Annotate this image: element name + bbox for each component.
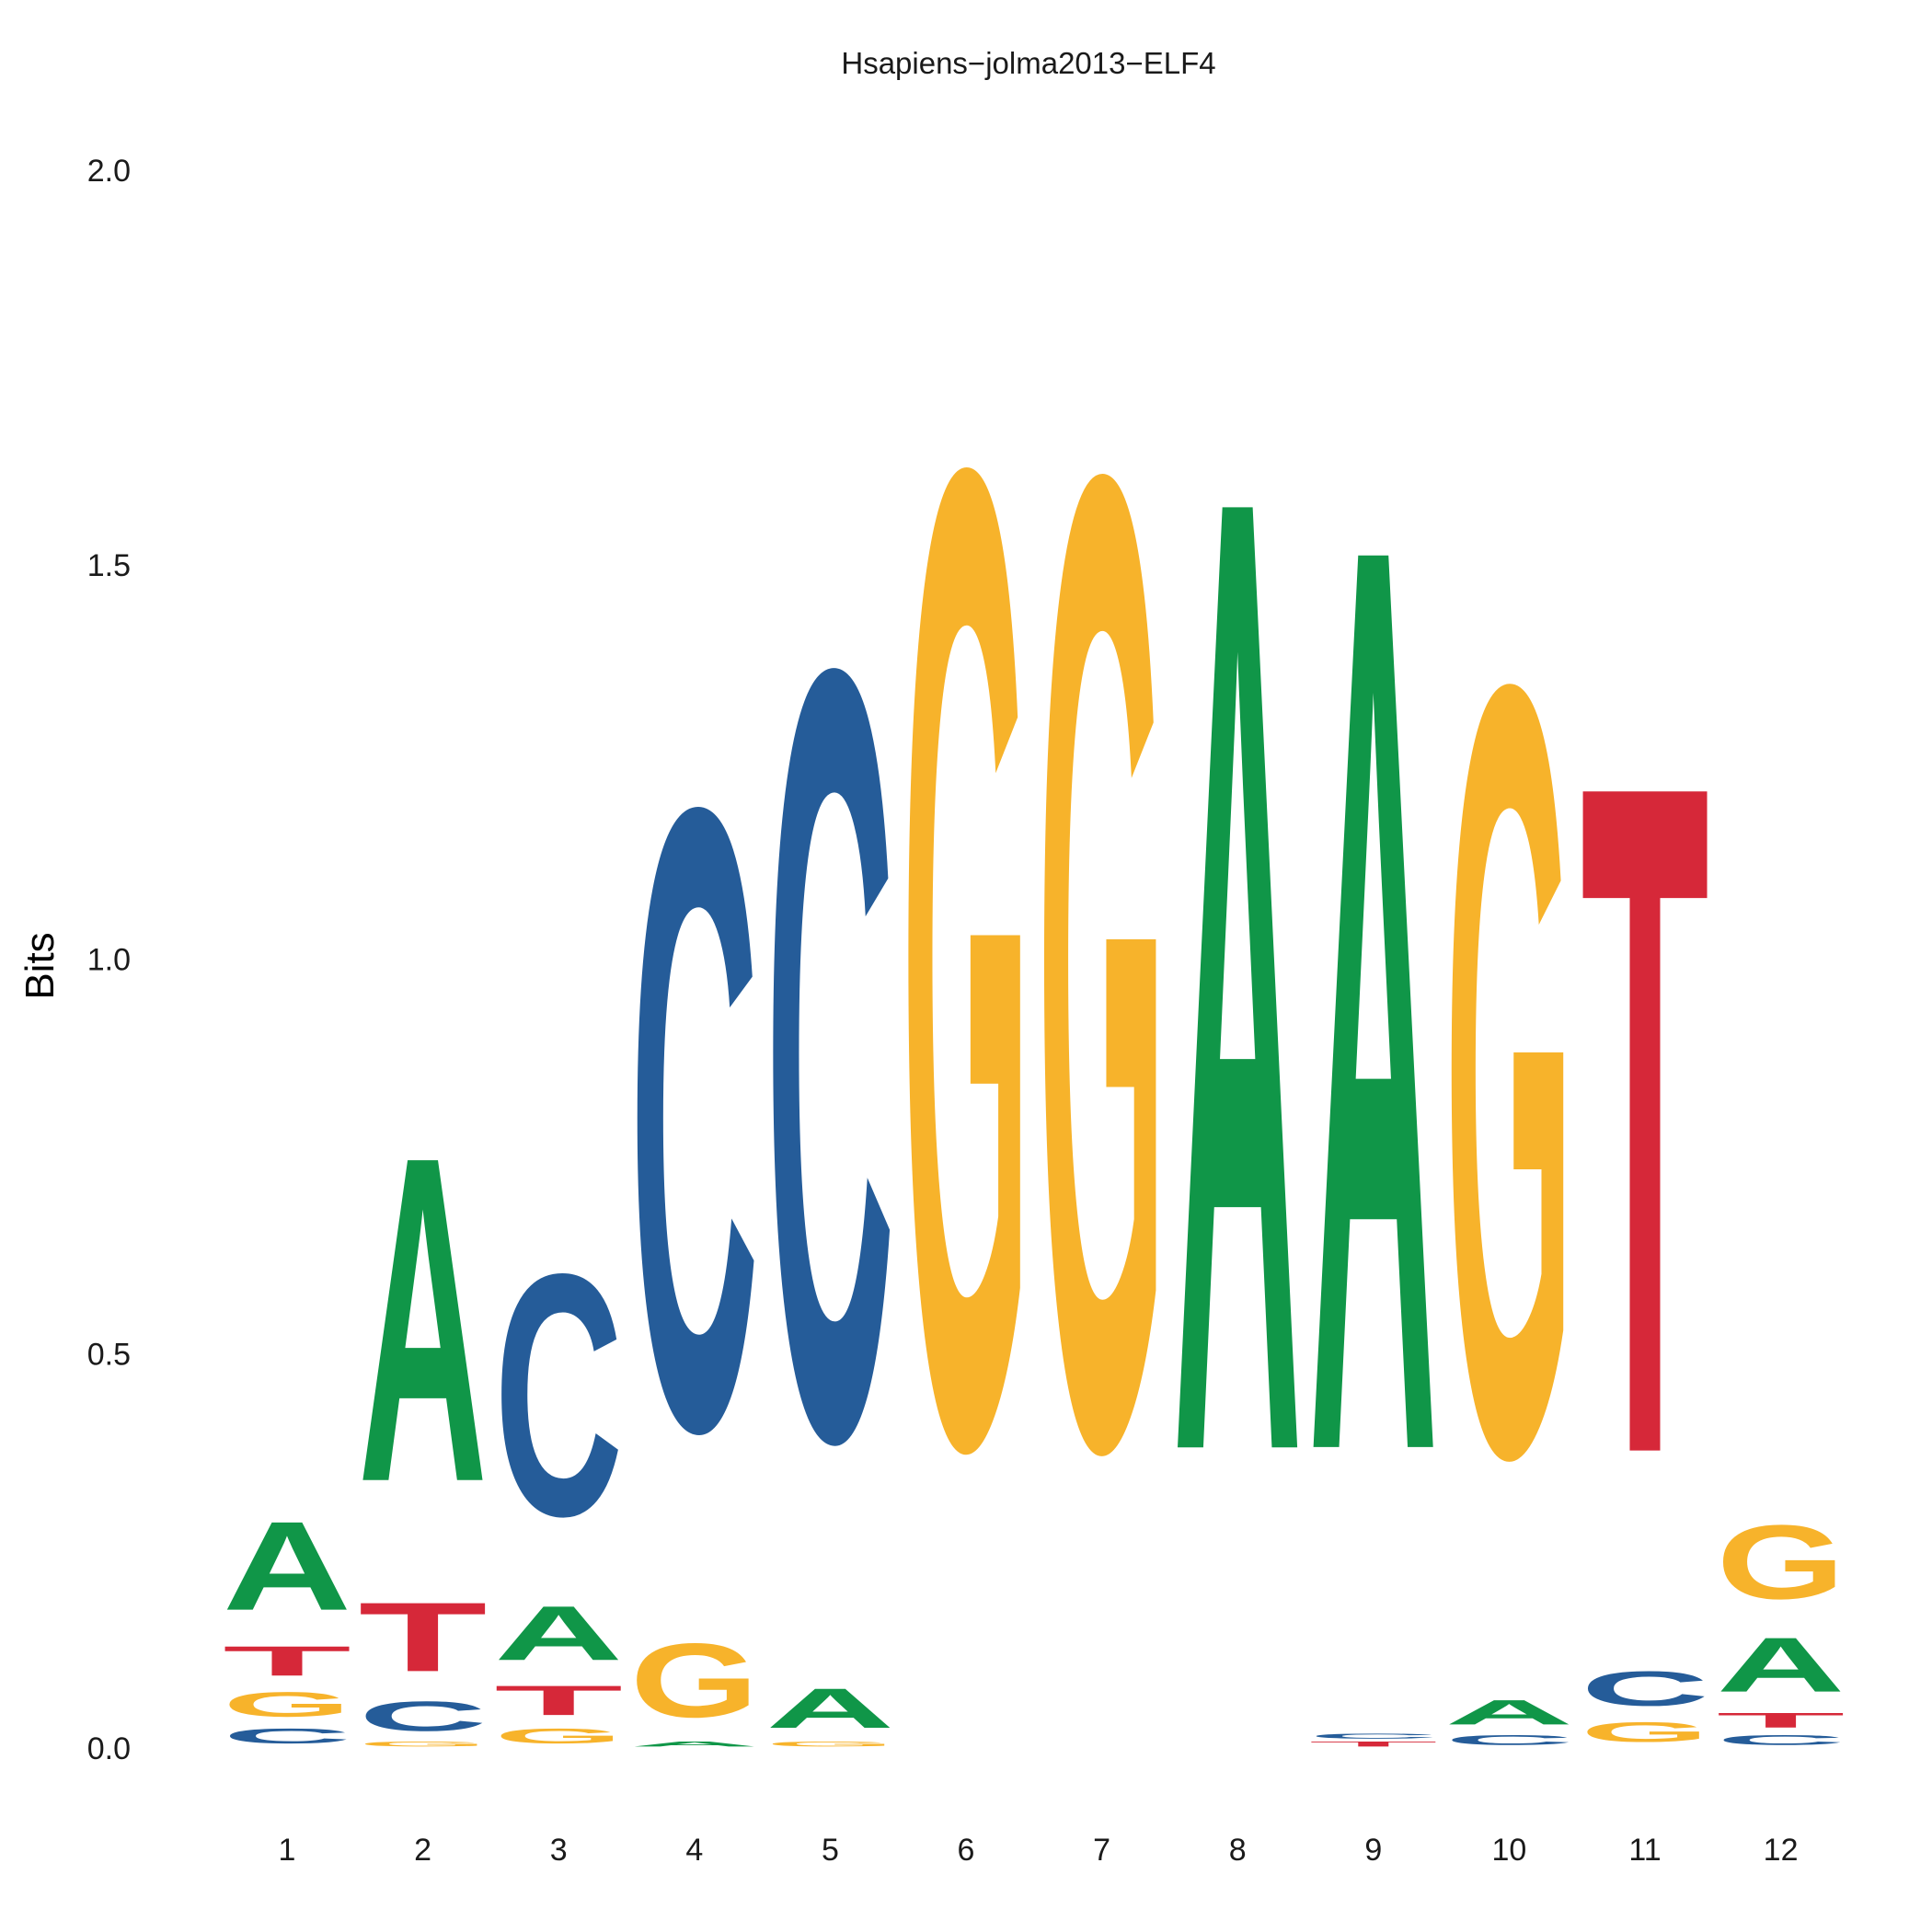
logo-letter-g: G: [1444, 456, 1573, 1684]
x-tick-label: 5: [822, 1833, 839, 1868]
x-tick-label: 2: [414, 1833, 431, 1868]
x-tick-label: 12: [1764, 1833, 1799, 1868]
logo-letter-a: A: [765, 1677, 894, 1740]
y-tick-label: 1.5: [87, 548, 131, 583]
logo-letter-c: C: [630, 624, 759, 1615]
logo-letter-c: C: [1717, 1732, 1846, 1748]
logo-letter-g: G: [223, 1685, 351, 1724]
logo-letter-a: A: [630, 1740, 759, 1748]
logo-letter-t: T: [494, 1677, 623, 1724]
y-tick-label: 0.0: [87, 1731, 131, 1766]
y-axis-label: Bits: [17, 932, 63, 999]
x-tick-label: 10: [1491, 1833, 1526, 1868]
logo-letter-g: G: [630, 1621, 759, 1740]
logo-letter-g: G: [765, 1740, 894, 1748]
logo-letter-g: G: [1717, 1502, 1846, 1621]
logo-letter-a: A: [223, 1495, 351, 1637]
logo-letter-g: G: [359, 1740, 488, 1748]
logo-letter-c: C: [223, 1724, 351, 1748]
logo-letter-g: G: [1581, 1717, 1709, 1748]
logo-letter-t: T: [223, 1638, 351, 1685]
y-tick-label: 0.5: [87, 1337, 131, 1372]
x-tick-label: 11: [1628, 1833, 1661, 1868]
logo-letter-a: A: [1717, 1622, 1846, 1708]
y-tick-label: 1.0: [87, 943, 131, 978]
chart-title: Hsapiens−jolma2013−ELF4: [841, 46, 1215, 80]
logo-letter-c: C: [359, 1693, 488, 1741]
logo-letter-c: C: [1444, 1732, 1573, 1748]
logo-letter-a: A: [359, 1061, 488, 1580]
logo-letter-a: A: [1309, 275, 1438, 1722]
logo-letter-a: A: [1173, 212, 1302, 1738]
x-tick-label: 1: [279, 1833, 296, 1868]
y-axis-ticks: 0.0 0.5 1.0 1.5 2.0: [87, 154, 131, 1766]
logo-letter-g: G: [494, 1724, 623, 1748]
x-tick-label: 7: [1093, 1833, 1110, 1868]
logo-letter-c: C: [494, 1203, 623, 1588]
logo-letter-c: C: [1581, 1662, 1709, 1717]
x-tick-label: 8: [1229, 1833, 1247, 1868]
logo-letter-g: G: [902, 178, 1030, 1737]
logo-letter-t: T: [1309, 1740, 1438, 1748]
y-tick-label: 2.0: [87, 154, 131, 189]
x-tick-label: 3: [550, 1833, 568, 1868]
logo-letter-c: C: [765, 442, 894, 1670]
logo-letter-c: C: [1309, 1732, 1438, 1741]
logo-letter-g: G: [1038, 187, 1167, 1737]
x-tick-label: 9: [1364, 1833, 1382, 1868]
x-tick-label: 4: [685, 1833, 703, 1868]
logo-letter-t: T: [1717, 1708, 1846, 1732]
logo-letter-a: A: [494, 1590, 623, 1676]
x-axis-ticks: 1 2 3 4 5 6 7 8 9 10 11 12: [279, 1833, 1799, 1868]
logo-letter-t: T: [1581, 584, 1709, 1654]
logo-letter-a: A: [1444, 1693, 1573, 1732]
logo-letter-t: T: [359, 1581, 488, 1692]
x-tick-label: 6: [958, 1833, 975, 1868]
